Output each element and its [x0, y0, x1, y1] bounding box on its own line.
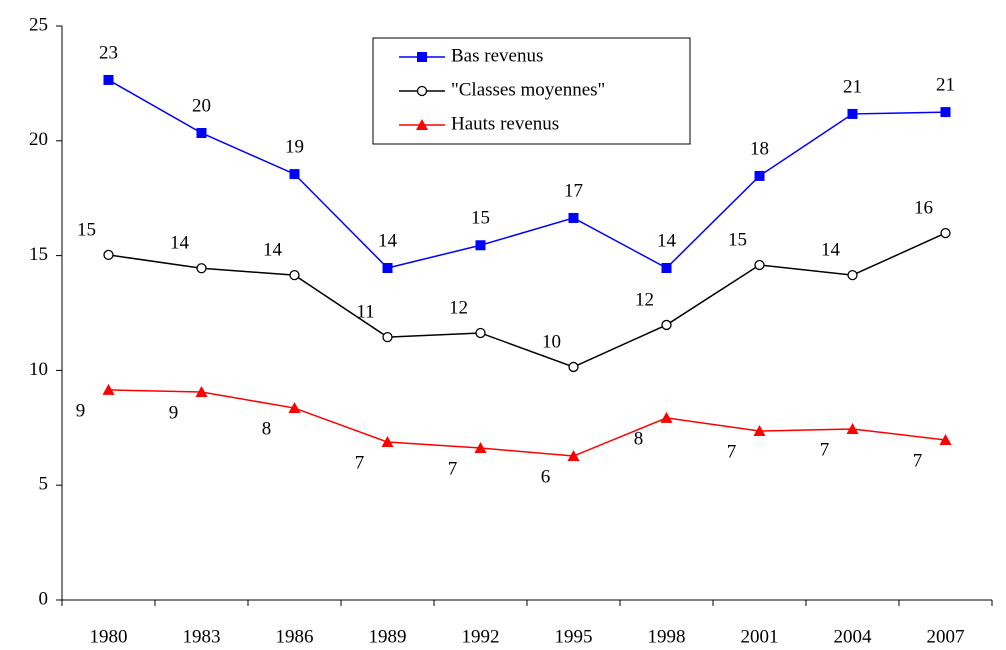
marker: [568, 361, 579, 373]
data-label: 11: [356, 301, 374, 322]
x-tick-label: 1995: [555, 626, 593, 647]
marker: [381, 436, 394, 448]
marker: [568, 212, 579, 223]
marker: [382, 331, 393, 343]
legend-label: "Classes moyennes": [451, 79, 605, 100]
data-label: 14: [263, 239, 283, 260]
data-label: 18: [750, 138, 769, 159]
x-tick-label: 1980: [90, 626, 128, 647]
data-label: 9: [76, 400, 86, 421]
marker: [416, 85, 428, 97]
data-label: 14: [821, 239, 841, 260]
marker: [940, 107, 951, 118]
marker: [289, 169, 300, 180]
data-label: 7: [820, 439, 830, 460]
marker: [382, 262, 393, 273]
legend-label: Bas revenus: [451, 45, 543, 66]
marker: [847, 108, 858, 119]
data-label: 19: [285, 136, 304, 157]
marker: [417, 52, 427, 62]
marker: [661, 262, 672, 273]
marker: [288, 402, 301, 414]
data-label: 15: [471, 208, 490, 229]
marker: [940, 227, 951, 239]
marker: [103, 249, 114, 261]
y-tick-label: 5: [39, 474, 49, 495]
data-label: 14: [170, 233, 190, 254]
y-tick-label: 0: [39, 588, 49, 609]
x-tick-label: 2001: [741, 626, 779, 647]
marker: [939, 433, 952, 445]
data-label: 21: [843, 76, 862, 97]
series-line: [108, 232, 946, 368]
data-label: 7: [913, 450, 923, 471]
data-label: 8: [634, 428, 644, 449]
data-label: 16: [914, 197, 933, 218]
marker: [196, 263, 207, 274]
marker: [661, 319, 672, 331]
marker: [416, 119, 428, 130]
marker: [754, 170, 765, 181]
marker: [196, 127, 207, 138]
x-tick-label: 2004: [834, 626, 873, 647]
data-label: 12: [635, 289, 654, 310]
x-tick-label: 1992: [462, 626, 500, 647]
marker: [660, 411, 673, 423]
x-tick-label: 1986: [276, 626, 314, 647]
data-label: 7: [727, 441, 737, 462]
data-label: 14: [378, 230, 398, 251]
x-tick-label: 2007: [927, 626, 965, 647]
data-label: 8: [262, 418, 272, 439]
y-tick-label: 20: [29, 129, 48, 150]
marker: [846, 422, 859, 434]
marker: [475, 327, 486, 339]
marker: [102, 383, 115, 395]
marker: [195, 385, 208, 397]
series-line: [108, 389, 946, 457]
data-label: 12: [449, 297, 468, 318]
y-tick-label: 25: [29, 14, 48, 35]
legend-label: Hauts revenus: [451, 113, 559, 134]
marker: [475, 240, 486, 251]
x-tick-label: 1998: [648, 626, 686, 647]
y-tick-label: 15: [29, 244, 48, 265]
series-line: [108, 79, 946, 269]
x-tick-label: 1989: [369, 626, 407, 647]
data-label: 21: [936, 74, 955, 95]
marker: [474, 442, 487, 454]
marker: [753, 425, 766, 437]
data-label: 15: [77, 219, 96, 240]
data-label: 7: [448, 458, 458, 479]
data-label: 23: [99, 42, 118, 63]
legend: Bas revenus "Classes moyennes" Hauts reven…: [372, 37, 691, 145]
data-label: 6: [541, 466, 551, 487]
data-label: 17: [564, 180, 583, 201]
data-label: 10: [542, 331, 561, 352]
data-label: 9: [169, 402, 179, 423]
data-label: 15: [728, 229, 747, 250]
marker: [103, 74, 114, 85]
data-label: 20: [192, 95, 211, 116]
x-tick-label: 1983: [183, 626, 221, 647]
marker: [754, 259, 765, 271]
data-label: 14: [657, 230, 677, 251]
data-label: 7: [355, 452, 365, 473]
marker: [289, 269, 300, 281]
y-tick-label: 10: [29, 359, 48, 380]
marker: [847, 269, 858, 281]
marker: [567, 450, 580, 462]
